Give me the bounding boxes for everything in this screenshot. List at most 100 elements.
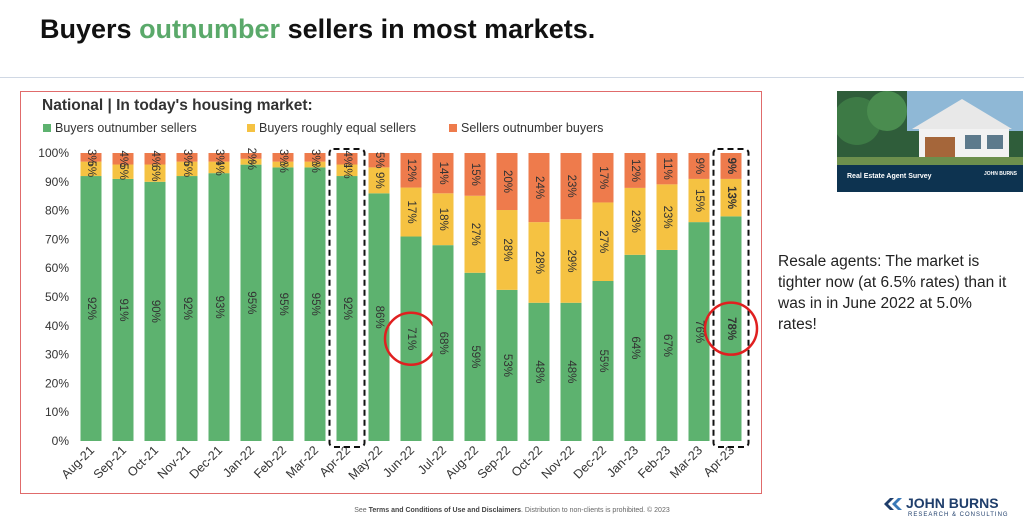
data-label: 4% [213,159,225,176]
bar-segment [240,153,262,159]
data-label: 78% [725,317,737,340]
data-label: 4% [117,150,129,167]
bar-segment [304,167,326,441]
data-label: 90% [149,300,161,323]
bar-segment [336,176,358,441]
data-label: 15% [693,189,705,212]
data-label: 3% [181,149,193,166]
logo-name: JOHN BURNS [906,495,999,511]
data-label: 3% [309,149,321,166]
chart-frame: National | In today's housing market: Buy… [20,91,762,494]
data-label: 53% [501,354,513,377]
title-highlight: outnumber [139,14,281,44]
data-label: 3% [85,149,97,166]
bar-segment [112,178,134,442]
slide-title: Buyers outnumber sellers in most markets… [40,14,595,45]
data-label: 9% [725,158,737,175]
x-tick-label: Oct-21 [125,443,161,479]
bar-segment [464,272,486,441]
bar-segment [592,153,614,203]
data-label: 11% [661,158,673,180]
x-tick-label: Jun-22 [380,443,417,480]
bar-segment [720,216,742,441]
legend-label: Buyers roughly equal sellers [259,121,416,135]
x-tick-label: Aug-22 [443,443,481,481]
data-label: 15% [469,163,481,186]
highlight-circle [703,301,759,356]
data-label: 3% [277,149,289,166]
x-tick-label: Sep-21 [91,443,129,481]
bar-segment [368,167,390,194]
footer-prefix: See [354,507,369,514]
x-tick-label: Mar-22 [283,443,321,481]
y-tick-label: 100% [38,146,69,160]
data-label: 76% [693,320,705,343]
bar-segment [656,249,678,441]
stacked-bar-chart: National | In today's housing market: Buy… [38,97,759,483]
x-tick-label: Dec-22 [571,443,609,481]
bar-segment [688,178,710,223]
bar-segment [304,153,326,162]
x-tick-label: Oct-22 [509,443,545,479]
x-tick-label: Dec-21 [187,443,225,481]
data-label: 5% [85,161,97,178]
highlight-box [328,148,366,448]
bar-segment [464,195,486,273]
bar-segment [80,161,102,177]
data-label: 28% [501,238,513,261]
bar-segment [176,153,198,162]
x-tick-label: Jan-23 [604,443,641,480]
bar-segment [80,153,102,162]
x-tick-label: Apr-23 [701,443,737,479]
data-label: 18% [437,208,449,231]
data-label: 23% [629,210,641,233]
data-label: 13% [725,186,737,209]
data-label: 92% [85,297,97,320]
data-label: 17% [597,166,609,189]
data-label: 95% [277,293,289,316]
y-tick-label: 10% [45,405,69,419]
terms-link[interactable]: Terms and Conditions of Use and Disclaim… [368,507,521,514]
y-tick-label: 60% [45,261,69,275]
resale-agents-note: Resale agents: The market is tighter now… [778,253,1007,333]
bar-segment [496,210,518,290]
y-tick-label: 20% [45,376,69,390]
data-label: 4% [341,150,353,167]
data-label: 12% [405,159,417,182]
bar-segment [688,153,710,179]
john-burns-logo: JOHN BURNS RESEARCH & CONSULTING [884,495,1019,523]
bar-segment [400,187,422,237]
bar-segment [304,161,326,168]
survey-thumbnail: Real Estate Agent Survey JOHN BURNS [837,91,1023,192]
bar-segment [368,153,390,168]
x-tick-label: Feb-23 [635,443,673,481]
data-label: 27% [469,223,481,246]
bar-segment [592,281,614,441]
footer-suffix: . Distribution to non-clients is prohibi… [521,507,670,514]
data-label: 67% [661,334,673,357]
y-tick-label: 70% [45,232,69,246]
survey-label: Real Estate Agent Survey [847,173,932,180]
data-label: 29% [565,249,577,272]
bar-segment [336,164,358,177]
data-label: 48% [533,360,545,383]
bar-segment [656,153,678,185]
x-tick-label: Feb-22 [251,443,289,481]
x-tick-label: Jan-22 [220,443,257,480]
bar-segment [272,167,294,441]
bar-segment [560,302,582,441]
title-part-1: Buyers [40,14,140,44]
bar-segment [496,289,518,441]
x-tick-label: Nov-21 [155,443,193,481]
bar-segment [176,176,198,441]
data-label: 23% [565,175,577,198]
bar-segment [528,153,550,223]
data-label: 91% [117,298,129,321]
data-label: 23% [661,206,673,229]
bar-segment [272,153,294,162]
data-label: 95% [245,291,257,314]
y-tick-label: 80% [45,204,69,218]
highlight-box [712,148,750,448]
data-label: 9% [373,172,385,189]
x-tick-label: May-22 [346,443,385,482]
